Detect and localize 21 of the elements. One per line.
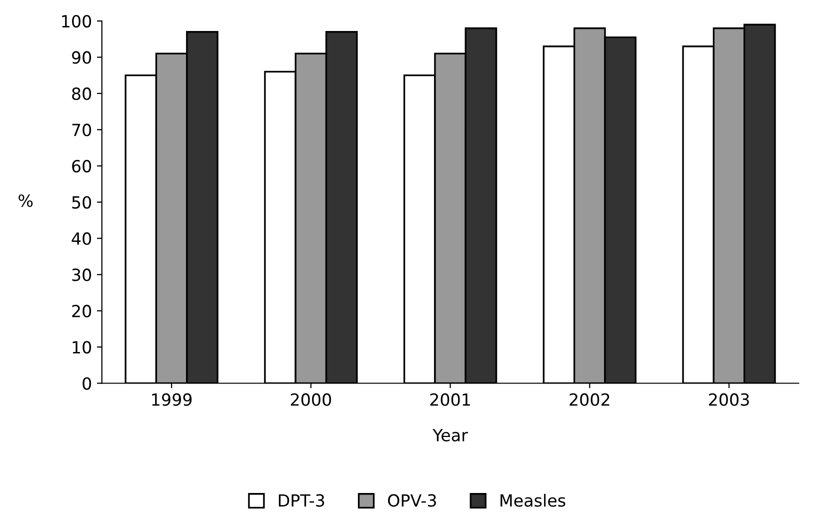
x-tick-label: 2002: [570, 393, 610, 406]
y-tick-label: 10: [72, 340, 92, 354]
y-tick-label: 20: [72, 304, 92, 318]
legend-label: OPV-3: [388, 494, 436, 507]
y-tick-label: 50: [72, 196, 92, 209]
y-tick-label: 100: [62, 14, 92, 28]
y-tick-label: 60: [72, 160, 92, 172]
y-tick-label: 30: [72, 268, 92, 282]
x-tick-label: 2000: [290, 393, 332, 406]
x-tick-label: 2001: [430, 393, 470, 406]
y-tick-label: 70: [72, 124, 92, 136]
x-tick-label: 1999: [152, 393, 192, 406]
y-tick-label: 0: [82, 377, 92, 390]
y-tick-label: 40: [72, 232, 92, 245]
y-tick-label: 90: [72, 51, 92, 64]
x-axis-title: Year: [432, 429, 468, 442]
x-tick-label: 2003: [709, 393, 749, 406]
y-axis-title: %: [18, 194, 33, 207]
legend-label: Measles: [500, 494, 566, 507]
y-tick-label: 80: [72, 87, 92, 100]
legend-label: DPT-3: [278, 494, 324, 507]
